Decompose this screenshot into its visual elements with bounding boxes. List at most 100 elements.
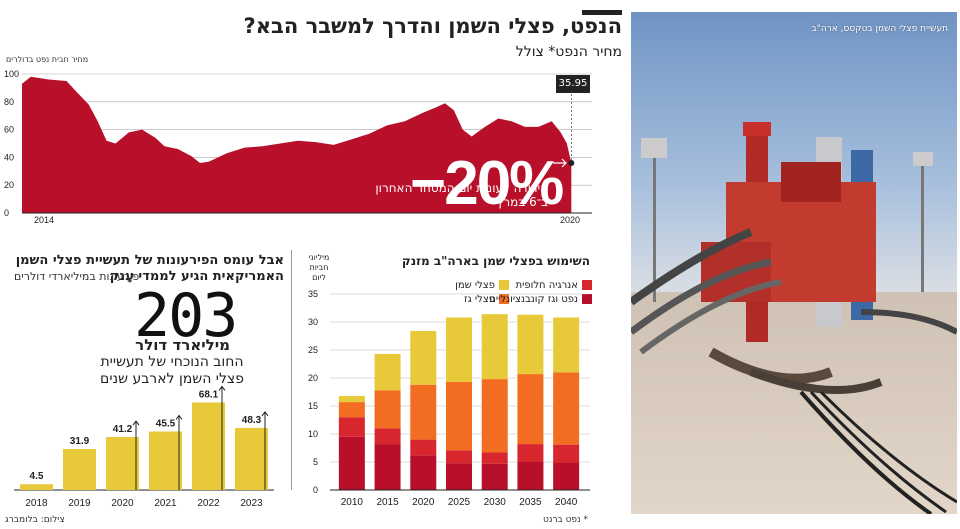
stack-segment xyxy=(446,450,472,464)
debt-arrow xyxy=(132,420,140,490)
oil-y-tick: 100 xyxy=(4,69,19,79)
stack-segment xyxy=(517,374,544,445)
stack-segment xyxy=(410,439,437,456)
stack-segment xyxy=(410,330,437,385)
legend-label: נפט וגז קונבנציונליים xyxy=(489,294,578,305)
legend-label: פצלי שמן xyxy=(455,280,495,291)
stack-segment xyxy=(553,317,580,373)
stack-x-tick: 2035 xyxy=(519,497,542,508)
stack-y-tick: 35 xyxy=(308,289,318,299)
shale-photo xyxy=(631,12,957,514)
stack-segment xyxy=(410,455,437,490)
debt-x-tick: 2022 xyxy=(197,498,220,509)
oil-price-area xyxy=(22,76,572,213)
stack-segment xyxy=(553,444,580,463)
debt-x-tick: 2023 xyxy=(240,498,263,509)
debt-value-label: 48.3 xyxy=(242,415,262,426)
stack-segment xyxy=(481,463,508,490)
stack-segment xyxy=(553,372,580,445)
stack-title: השימוש בפצלי שמן בארה"ב מזנק xyxy=(401,254,590,268)
debt-value-label: 31.9 xyxy=(70,436,90,447)
legend-swatch xyxy=(582,294,592,304)
stack-y-tick: 5 xyxy=(313,457,318,467)
section-divider xyxy=(291,250,292,490)
debt-unit: מיליארד דולר xyxy=(135,336,230,354)
stack-segment xyxy=(481,314,508,380)
photo-credit: צילום: בלומברג xyxy=(5,515,65,525)
oil-x-tick: 2020 xyxy=(560,215,580,225)
stack-segment xyxy=(338,436,365,490)
stack-segment xyxy=(374,444,401,490)
title-accent-bar xyxy=(582,10,622,15)
stack-segment xyxy=(481,379,508,453)
stack-x-tick: 2020 xyxy=(412,497,435,508)
stack-x-tick: 2015 xyxy=(376,497,399,508)
debt-bar xyxy=(235,427,268,490)
debt-bar xyxy=(192,402,225,490)
debt-title: אבל עומס הפירעונות של תעשיית פצלי השמן ה… xyxy=(15,253,284,284)
debt-value-label: 41.2 xyxy=(113,424,133,435)
stack-segment xyxy=(374,390,401,429)
legend-swatch xyxy=(499,294,509,304)
stack-x-tick: 2010 xyxy=(341,497,364,508)
legend-swatch xyxy=(582,280,592,290)
stack-segment xyxy=(517,462,544,490)
stack-segment xyxy=(553,462,580,490)
oil-x-tick: 2014 xyxy=(34,215,54,225)
stack-x-tick: 2040 xyxy=(555,497,578,508)
oil-y-tick: 80 xyxy=(4,97,14,107)
debt-bar-chart: 4.5 2018 31.9 2019 41.2 2020 45.5 2021 68.1 2022 4… xyxy=(14,385,274,509)
stack-x-tick: 2025 xyxy=(448,497,471,508)
legend-item-shale-gas: פצלי גז xyxy=(464,294,509,305)
stack-segment xyxy=(517,314,544,375)
last-price-label: 35.95 xyxy=(556,75,590,93)
debt-x-tick: 2021 xyxy=(154,498,177,509)
oil-chart-subtitle: מחיר הנפט* צולל xyxy=(515,44,622,60)
change-percent: −20% xyxy=(410,149,564,218)
debt-bar xyxy=(20,484,53,490)
oil-y-tick: 40 xyxy=(4,152,14,162)
stack-segment xyxy=(446,317,472,382)
stack-y-tick: 15 xyxy=(308,401,318,411)
debt-arrow xyxy=(175,414,183,490)
footnote: * נפט ברנט xyxy=(543,515,589,525)
stack-segment xyxy=(374,428,401,445)
stack-unit: מיליוני חביות ליום xyxy=(308,253,330,282)
oil-y-tick: 20 xyxy=(4,180,14,190)
debt-value-label: 4.5 xyxy=(30,471,44,482)
debt-value-label: 68.1 xyxy=(199,389,219,400)
debt-x-tick: 2018 xyxy=(25,498,48,509)
stack-y-tick: 30 xyxy=(308,317,318,327)
change-note: הירידה לעומת יום המסחר האחרון ב־6 במרץ xyxy=(375,181,548,209)
legend-item-alternative: אנרגיה חלופית xyxy=(516,280,592,291)
oil-y-tick: 0 xyxy=(4,208,9,218)
stack-segment xyxy=(410,384,437,440)
debt-description: החוב הנוכחי של תעשיית פצלי השמן לארבע שנ… xyxy=(100,354,244,387)
stack-segment xyxy=(338,417,365,437)
debt-big-number: 203 xyxy=(134,281,238,351)
stack-y-tick: 0 xyxy=(313,485,318,495)
debt-bar xyxy=(149,431,182,490)
legend-item-shale-oil: פצלי שמן xyxy=(455,280,509,291)
stack-y-tick: 10 xyxy=(308,429,318,439)
stack-segment xyxy=(338,402,365,418)
legend-label: פצלי גז xyxy=(464,294,495,305)
legend-swatch xyxy=(499,280,509,290)
legend-item-conventional: נפט וגז קונבנציונליים xyxy=(489,294,592,305)
oil-last-point xyxy=(568,160,575,167)
stack-y-tick: 25 xyxy=(308,345,318,355)
debt-x-tick: 2019 xyxy=(68,498,91,509)
oil-axis-unit: מחיר חבית נפט בדולרים xyxy=(6,55,89,64)
stack-segment xyxy=(481,452,508,464)
debt-bar xyxy=(106,437,139,490)
oil-y-tick: 60 xyxy=(4,125,14,135)
stack-segment xyxy=(446,463,472,490)
page-title: הנפט, פצלי השמן והדרך למשבר הבא? xyxy=(243,14,622,38)
stack-y-tick: 20 xyxy=(308,373,318,383)
stack-segment xyxy=(374,353,401,391)
arrow-icon xyxy=(553,158,567,168)
stack-segment xyxy=(338,395,365,403)
legend-label: אנרגיה חלופית xyxy=(515,280,578,291)
debt-x-tick: 2020 xyxy=(111,498,134,509)
